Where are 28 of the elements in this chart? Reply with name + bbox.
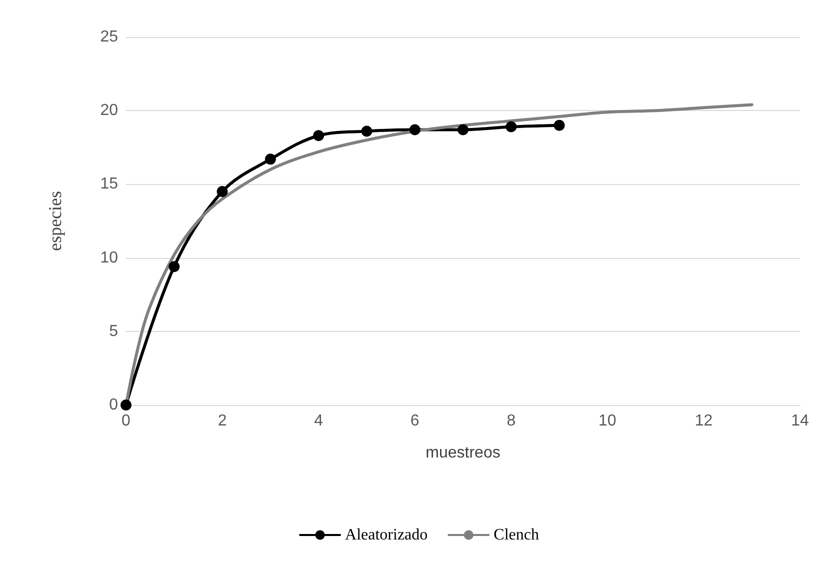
point: [361, 126, 372, 137]
point: [458, 124, 468, 136]
point: [264, 154, 276, 165]
legend-label: Aleatorizado: [345, 526, 428, 544]
x-tick-label: 8: [506, 412, 516, 430]
x-tick-label: 14: [791, 412, 809, 430]
point: [554, 120, 565, 131]
y-tick-label: 10: [100, 249, 118, 266]
point: [409, 124, 420, 136]
x-tick-label: 4: [314, 412, 324, 430]
y-tick-label: 25: [100, 28, 118, 46]
y-tick-label: 20: [100, 102, 118, 120]
point: [313, 130, 324, 142]
x-axis-title: muestreos: [426, 444, 500, 462]
point: [168, 261, 180, 272]
y-tick-label: 15: [100, 176, 118, 193]
point: [216, 186, 228, 198]
x-tick-label: 6: [410, 412, 420, 430]
y-tick-label: 0: [109, 396, 118, 414]
x-tick-label: 12: [694, 412, 713, 430]
y-tick-label: 5: [109, 322, 118, 340]
x-tick-label: 0: [122, 412, 131, 430]
legend-label: Clench: [494, 526, 539, 544]
point: [506, 121, 517, 132]
y-axis-title: especies: [45, 191, 65, 251]
x-tick-label: 10: [598, 412, 616, 430]
point: [120, 400, 132, 410]
x-tick-label: 2: [218, 412, 227, 430]
